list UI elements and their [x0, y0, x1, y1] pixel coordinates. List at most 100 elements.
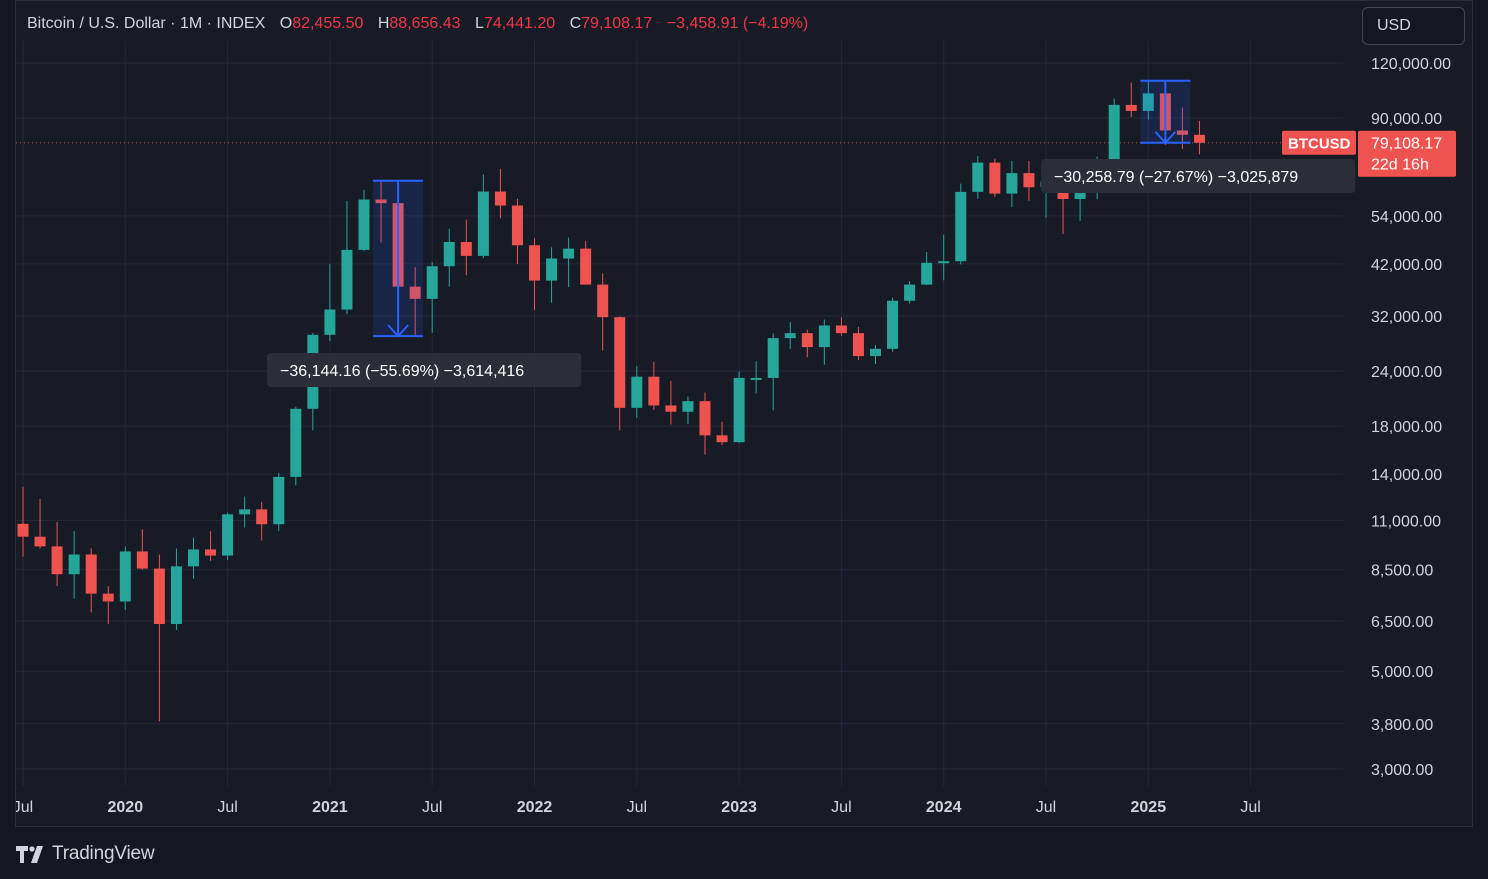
candle[interactable]: [426, 262, 438, 333]
candle[interactable]: [818, 319, 830, 365]
measure-tool[interactable]: [1140, 79, 1191, 145]
candle[interactable]: [580, 240, 592, 285]
brand-name: TradingView: [52, 843, 155, 864]
candle[interactable]: [1193, 120, 1205, 155]
candle-body: [921, 262, 933, 285]
candle[interactable]: [597, 273, 609, 351]
candle[interactable]: [1023, 160, 1035, 201]
candle[interactable]: [239, 496, 251, 528]
tradingview-logo[interactable]: TradingView: [16, 843, 155, 865]
candle[interactable]: [921, 251, 933, 286]
currency-button[interactable]: USD: [1362, 7, 1465, 45]
candle[interactable]: [51, 522, 63, 587]
candle-body: [239, 509, 251, 515]
candle[interactable]: [256, 502, 268, 541]
candle-body: [1125, 104, 1137, 111]
price-tag[interactable]: BTCUSD 79,108.17 22d 16h: [1282, 130, 1456, 177]
candle-body: [375, 199, 387, 204]
candle[interactable]: [290, 406, 302, 486]
candle[interactable]: [563, 237, 575, 288]
price-tag-box: [1358, 130, 1456, 177]
candle[interactable]: [494, 168, 506, 219]
y-tick-label: 24,000.00: [1371, 364, 1442, 381]
candle[interactable]: [733, 371, 745, 443]
candle[interactable]: [546, 247, 558, 303]
candle[interactable]: [1125, 82, 1137, 117]
candle-body: [256, 509, 268, 525]
measure-tool[interactable]: [373, 179, 424, 338]
candle[interactable]: [136, 529, 148, 570]
candle[interactable]: [631, 366, 643, 418]
candle[interactable]: [273, 472, 285, 532]
candle[interactable]: [205, 531, 217, 561]
candle[interactable]: [1142, 80, 1154, 120]
candle-body: [51, 546, 63, 575]
candle[interactable]: [835, 317, 847, 336]
x-tick-label: Jul: [422, 799, 442, 816]
candle[interactable]: [477, 174, 489, 259]
candle[interactable]: [904, 281, 916, 304]
candle[interactable]: [648, 361, 660, 410]
candle[interactable]: [34, 498, 46, 549]
candle[interactable]: [682, 396, 694, 424]
candle[interactable]: [68, 531, 80, 599]
y-tick-label: 18,000.00: [1371, 419, 1442, 436]
candle-body: [511, 205, 523, 246]
candle[interactable]: [375, 180, 387, 243]
candle[interactable]: [119, 546, 131, 610]
candle[interactable]: [1006, 160, 1018, 207]
candle[interactable]: [529, 238, 540, 311]
candle-body: [648, 376, 660, 406]
measure-arrow-head: [387, 324, 409, 338]
candle[interactable]: [699, 392, 711, 455]
candle[interactable]: [170, 548, 182, 631]
candle[interactable]: [614, 316, 626, 431]
candle[interactable]: [665, 380, 677, 425]
candle-body: [170, 566, 182, 624]
candle-body: [290, 408, 302, 477]
candle[interactable]: [85, 548, 97, 613]
candlestick-chart[interactable]: −36,144.16 (−55.69%) −3,614,416 −30,258.7…: [16, 1, 1474, 828]
candle-body: [324, 309, 336, 335]
candle-body: [699, 401, 711, 436]
y-tick-label: 54,000.00: [1371, 209, 1442, 226]
measure-label: −36,144.16 (−55.69%) −3,614,416: [267, 353, 582, 387]
candle-body: [989, 162, 1001, 194]
candle[interactable]: [750, 361, 762, 394]
candle[interactable]: [767, 333, 779, 411]
symbol-tag-box: [1282, 130, 1356, 155]
candle[interactable]: [870, 344, 881, 364]
candle[interactable]: [188, 537, 199, 579]
candle[interactable]: [153, 554, 165, 722]
candle[interactable]: [409, 267, 421, 337]
candle[interactable]: [989, 158, 1001, 197]
candle[interactable]: [887, 297, 899, 352]
measure-label-text: −36,144.16 (−55.69%) −3,614,416: [280, 363, 524, 380]
measure-label-text: −30,258.79 (−27.67%) −3,025,879: [1054, 169, 1298, 186]
candle[interactable]: [443, 228, 455, 287]
candle[interactable]: [938, 234, 950, 281]
candle[interactable]: [358, 190, 370, 251]
candle[interactable]: [222, 512, 234, 560]
candle[interactable]: [511, 198, 523, 264]
chart-pane[interactable]: −36,144.16 (−55.69%) −3,614,416 −30,258.7…: [15, 0, 1473, 827]
candle[interactable]: [460, 219, 472, 276]
candle[interactable]: [102, 586, 114, 624]
symbol-title[interactable]: Bitcoin / U.S. Dollar · 1M · INDEX: [27, 15, 266, 32]
measure-label-box: [1041, 159, 1356, 193]
candle[interactable]: [341, 200, 353, 315]
candle[interactable]: [852, 327, 864, 361]
x-tick-label: 2024: [926, 799, 962, 816]
candle-body: [68, 554, 80, 575]
candle[interactable]: [784, 322, 796, 349]
candle[interactable]: [801, 329, 813, 358]
candle[interactable]: [324, 264, 336, 341]
candle[interactable]: [17, 486, 29, 557]
candle-body: [102, 593, 114, 602]
candle-body: [460, 241, 472, 256]
y-tick-label: 32,000.00: [1371, 309, 1442, 326]
candle[interactable]: [955, 183, 967, 265]
candle[interactable]: [716, 421, 728, 446]
candle-body: [222, 514, 234, 556]
candle[interactable]: [972, 156, 984, 199]
